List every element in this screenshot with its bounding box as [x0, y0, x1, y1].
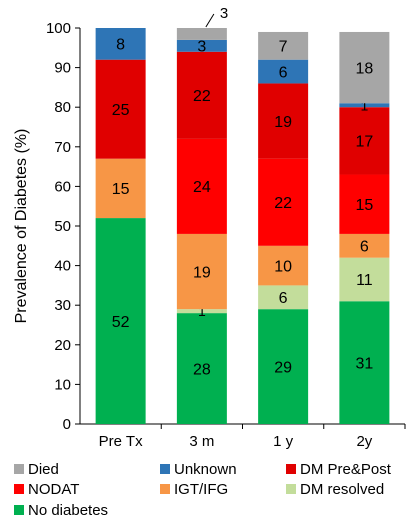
y-tick-label: 60: [54, 178, 71, 195]
bar-segment: [258, 285, 309, 310]
bar-segment: [339, 107, 390, 175]
legend-label: Died: [28, 461, 59, 478]
bar-segment: [95, 158, 146, 219]
data-label-leader: [205, 13, 215, 28]
data-label: 6: [360, 239, 369, 256]
data-label: 19: [193, 264, 211, 281]
y-tick-label: 30: [54, 297, 71, 314]
bar-segment: [339, 233, 390, 258]
legend-label: No diabetes: [28, 502, 108, 519]
legend-swatch: [286, 464, 296, 474]
data-label: 22: [274, 195, 292, 212]
data-label: 11: [356, 272, 373, 289]
data-label: 52: [112, 314, 130, 331]
x-tick-label: Pre Tx: [99, 433, 143, 450]
data-label: 7: [279, 39, 288, 56]
data-label: 28: [193, 361, 211, 378]
y-tick-label: 50: [54, 218, 71, 235]
data-label: 22: [193, 88, 211, 105]
bar-segment: [95, 218, 146, 424]
data-label: 6: [279, 290, 288, 307]
bar-segment: [176, 309, 227, 314]
bar-segment: [95, 59, 146, 159]
legend-swatch: [14, 464, 24, 474]
x-tick-label: 3 m: [189, 433, 214, 450]
bar-segment: [339, 301, 390, 424]
legend-label: DM resolved: [300, 481, 384, 498]
legend: Died Unknown DM Pre&Post NODAT IGT/IFG DM res…: [14, 461, 392, 519]
legend-swatch: [14, 484, 24, 494]
y-axis-label: Prevalence of Diabetes (%): [13, 129, 30, 324]
bar-segment: [258, 59, 309, 84]
data-label: 1: [198, 303, 206, 319]
data-label: 3: [197, 39, 206, 56]
y-tick-label: 0: [63, 416, 71, 433]
bar-segment: [339, 103, 390, 108]
legend-label: DM Pre&Post: [300, 461, 392, 478]
legend-label: IGT/IFG: [174, 481, 228, 498]
data-label: 3: [220, 5, 228, 22]
bar-segment: [339, 174, 390, 234]
bar-segment: [176, 233, 227, 310]
y-tick-label: 80: [54, 99, 71, 116]
legend-swatch: [160, 484, 170, 494]
bar-segment: [258, 309, 309, 424]
data-label: 17: [355, 134, 373, 151]
legend-label: NODAT: [28, 481, 79, 498]
legend-swatch: [14, 505, 24, 515]
bar-segment: [176, 51, 227, 139]
y-tick-label: 10: [54, 376, 71, 393]
bar-segment: [176, 313, 227, 424]
data-label: 15: [355, 197, 373, 214]
bar-segment: [339, 31, 390, 104]
bar-segment: [258, 31, 309, 60]
x-tick-label: 1 y: [273, 433, 294, 450]
data-label: 8: [116, 37, 125, 54]
data-label: 24: [193, 179, 211, 196]
bar-segment: [258, 245, 309, 286]
bar-segment: [176, 28, 227, 40]
data-label: 29: [274, 359, 292, 376]
data-label: 19: [274, 114, 292, 131]
data-label: 25: [112, 102, 130, 119]
x-tick-label: 2y: [356, 433, 372, 450]
data-label: 6: [279, 64, 288, 81]
bar-segment: [339, 257, 390, 302]
bar-segment: [95, 28, 146, 60]
y-tick-label: 100: [46, 20, 71, 37]
legend-label: Unknown: [174, 461, 237, 478]
tick-labels: 0 10 20 30 40 50 60 70 80 90 100 Pre Tx 3 m 1 y 2y: [46, 20, 373, 450]
data-label: 10: [274, 258, 292, 275]
bar-segment: [258, 158, 309, 246]
bar-segment: [176, 39, 227, 52]
legend-swatch: [160, 464, 170, 474]
bars: 52 15 25 8 28 1 19 24 22 33 29 6 10 22 19 6 7 31 11 6 15 17 1 1…: [95, 5, 390, 424]
y-tick-label: 90: [54, 60, 71, 77]
data-label: 15: [112, 181, 130, 198]
y-tick-label: 70: [54, 139, 71, 156]
legend-swatch: [286, 484, 296, 494]
data-label: 18: [355, 60, 373, 77]
data-label: 31: [355, 355, 373, 372]
data-label: 1: [360, 97, 368, 113]
bar-segment: [258, 83, 309, 159]
y-tick-label: 20: [54, 337, 71, 354]
bar-segment: [176, 138, 227, 234]
y-tick-label: 40: [54, 258, 71, 275]
